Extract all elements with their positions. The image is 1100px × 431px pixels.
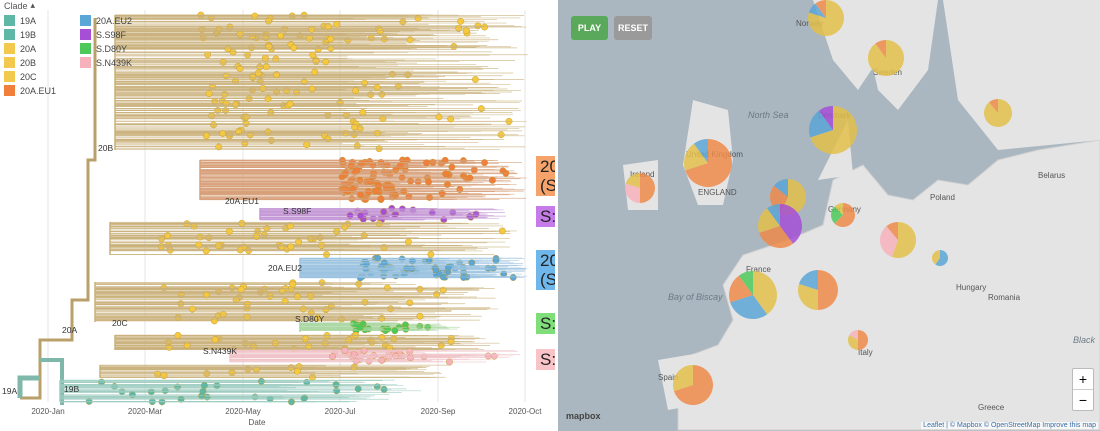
map-place-label: Bay of Biscay: [668, 292, 723, 302]
map-place-label: Italy: [858, 348, 873, 357]
clade-20a-c: [99, 363, 452, 381]
branch-label: 20A.EU2: [268, 263, 302, 273]
legend-swatch: [80, 15, 92, 26]
branch-label: 20C: [112, 318, 128, 328]
reset-button[interactable]: RESET: [614, 16, 652, 40]
chevron-up-icon[interactable]: ▴: [30, 0, 36, 10]
land-continent: [677, 139, 1100, 431]
clade-20c: [94, 279, 499, 325]
clade-19b-branch: [40, 358, 64, 405]
phylogeny-panel: 2020-Jan 2020-Mar 2020-May 2020-Jul 2020-Sep…: [2, 0, 555, 427]
legend-swatch: [4, 29, 15, 40]
legend-swatch: [80, 43, 92, 54]
pie-norway: [808, 0, 844, 36]
branch-label: 20B: [98, 143, 113, 153]
pie-uk: [684, 139, 732, 188]
clade-19a-branch: [17, 375, 40, 398]
zoom-control: + −: [1072, 368, 1094, 411]
legend-swatch: [4, 43, 15, 54]
branch-label: S.D80Y: [295, 314, 325, 324]
map-place-label: Black: [1073, 335, 1096, 345]
axis-tick-label: 2020-Sep: [421, 407, 456, 416]
clade-20a-eu2: [299, 254, 528, 282]
map-panel[interactable]: North SeaIrelandUnited KingdomENGLANDDen…: [558, 0, 1100, 431]
map-place-label: North Sea: [748, 110, 789, 120]
legend-swatch: [4, 15, 15, 26]
legend-item-20c[interactable]: 20C: [4, 70, 56, 83]
callout-20a-eu1: 20A.EU1 (S:A22V): [536, 156, 555, 196]
axis-tick-label: 2020-Jul: [325, 407, 356, 416]
clade-19b-dots: [59, 377, 422, 406]
map-place-label: Belarus: [1038, 171, 1065, 180]
axis-title: Date: [249, 418, 266, 427]
clade-legend: Clade ▴ 19A 19B 20A 20B 20C 20A.EU1 20A.EU2 S.…: [4, 0, 132, 97]
pie-ireland: [625, 173, 655, 203]
branch-label: 19A: [2, 386, 17, 396]
play-button[interactable]: PLAY: [571, 16, 608, 40]
map-place-label: France: [746, 265, 771, 274]
europe-map[interactable]: North SeaIrelandUnited KingdomENGLANDDen…: [558, 0, 1100, 431]
callout-20a-eu2: 20A.EU2 (S:S477N): [536, 250, 555, 290]
legend-item-20b[interactable]: 20B: [4, 56, 56, 69]
mapbox-logo[interactable]: mapbox: [566, 411, 601, 421]
legend-item-20a-eu1[interactable]: 20A.EU1: [4, 84, 56, 97]
pie-denmark: [809, 106, 857, 154]
legend-item-19a[interactable]: 19A: [4, 14, 56, 27]
pie-spain: [673, 365, 713, 405]
legend-item-20a[interactable]: 20A: [4, 42, 56, 55]
legend-swatch: [4, 71, 15, 82]
zoom-out-button[interactable]: −: [1073, 389, 1093, 410]
callout-s-n439k: S:N439K: [536, 349, 555, 370]
legend-item-s-d80y[interactable]: S.D80Y: [80, 42, 132, 55]
legend-item-19b[interactable]: 19B: [4, 28, 56, 41]
legend-item-s-s98f[interactable]: S.S98F: [80, 28, 132, 41]
pie-germany: [831, 203, 855, 228]
axis-tick-label: 2020-May: [225, 407, 261, 416]
pie-czech: [880, 222, 916, 258]
branch-label: 20A.EU1: [225, 196, 259, 206]
axis-tick-label: 2020-Jan: [31, 407, 64, 416]
pie-austria: [932, 250, 948, 267]
clade-d80y: [299, 320, 460, 335]
map-place-label: Romania: [988, 293, 1021, 302]
clade-s98f: [259, 204, 506, 224]
legend-swatch: [80, 29, 92, 40]
land-east: [943, 0, 1100, 150]
map-place-label: Poland: [930, 193, 955, 202]
legend-swatch: [4, 57, 15, 68]
branch-label: S.S98F: [283, 206, 311, 216]
pie-sweden: [868, 40, 904, 77]
zoom-in-button[interactable]: +: [1078, 371, 1088, 387]
axis-tick-label: 2020-Oct: [509, 407, 543, 416]
map-place-label: ENGLAND: [698, 188, 737, 197]
pie-france: [729, 271, 777, 320]
axis-tick-label: 2020-Mar: [128, 407, 163, 416]
phylogeny-tree: 2020-Jan 2020-Mar 2020-May 2020-Jul 2020-Sep…: [2, 10, 543, 427]
legend-title[interactable]: Clade ▴: [4, 0, 36, 11]
clade-n439k: [229, 346, 521, 366]
legend-item-20a-eu2[interactable]: 20A.EU2: [80, 14, 132, 27]
callout-s-s98f: S:S98F: [536, 206, 555, 227]
pie-switzerland: [798, 270, 838, 310]
pie-latvia: [984, 99, 1012, 128]
map-place-label: Greece: [978, 403, 1005, 412]
pie-italy: [848, 330, 868, 350]
branch-label: 19B: [64, 384, 79, 394]
pie-belgium: [758, 204, 802, 248]
clade-20b: [114, 11, 528, 153]
clade-20a-eu1: [199, 156, 527, 203]
branch-label: S.N439K: [203, 346, 237, 356]
clade-20a-misc: [109, 219, 517, 258]
branch-label: 20A: [62, 325, 77, 335]
legend-item-s-n439k[interactable]: S.N439K: [80, 56, 132, 69]
legend-swatch: [4, 85, 15, 96]
map-place-label: Spain: [658, 373, 678, 382]
map-attribution[interactable]: Leaflet | © Mapbox © OpenStreetMap Impro…: [921, 422, 1098, 429]
callout-s-d80y: S:D80Y: [536, 313, 555, 334]
map-place-label: Hungary: [956, 283, 986, 292]
legend-swatch: [80, 57, 92, 68]
clade-20c-b: [114, 331, 500, 353]
